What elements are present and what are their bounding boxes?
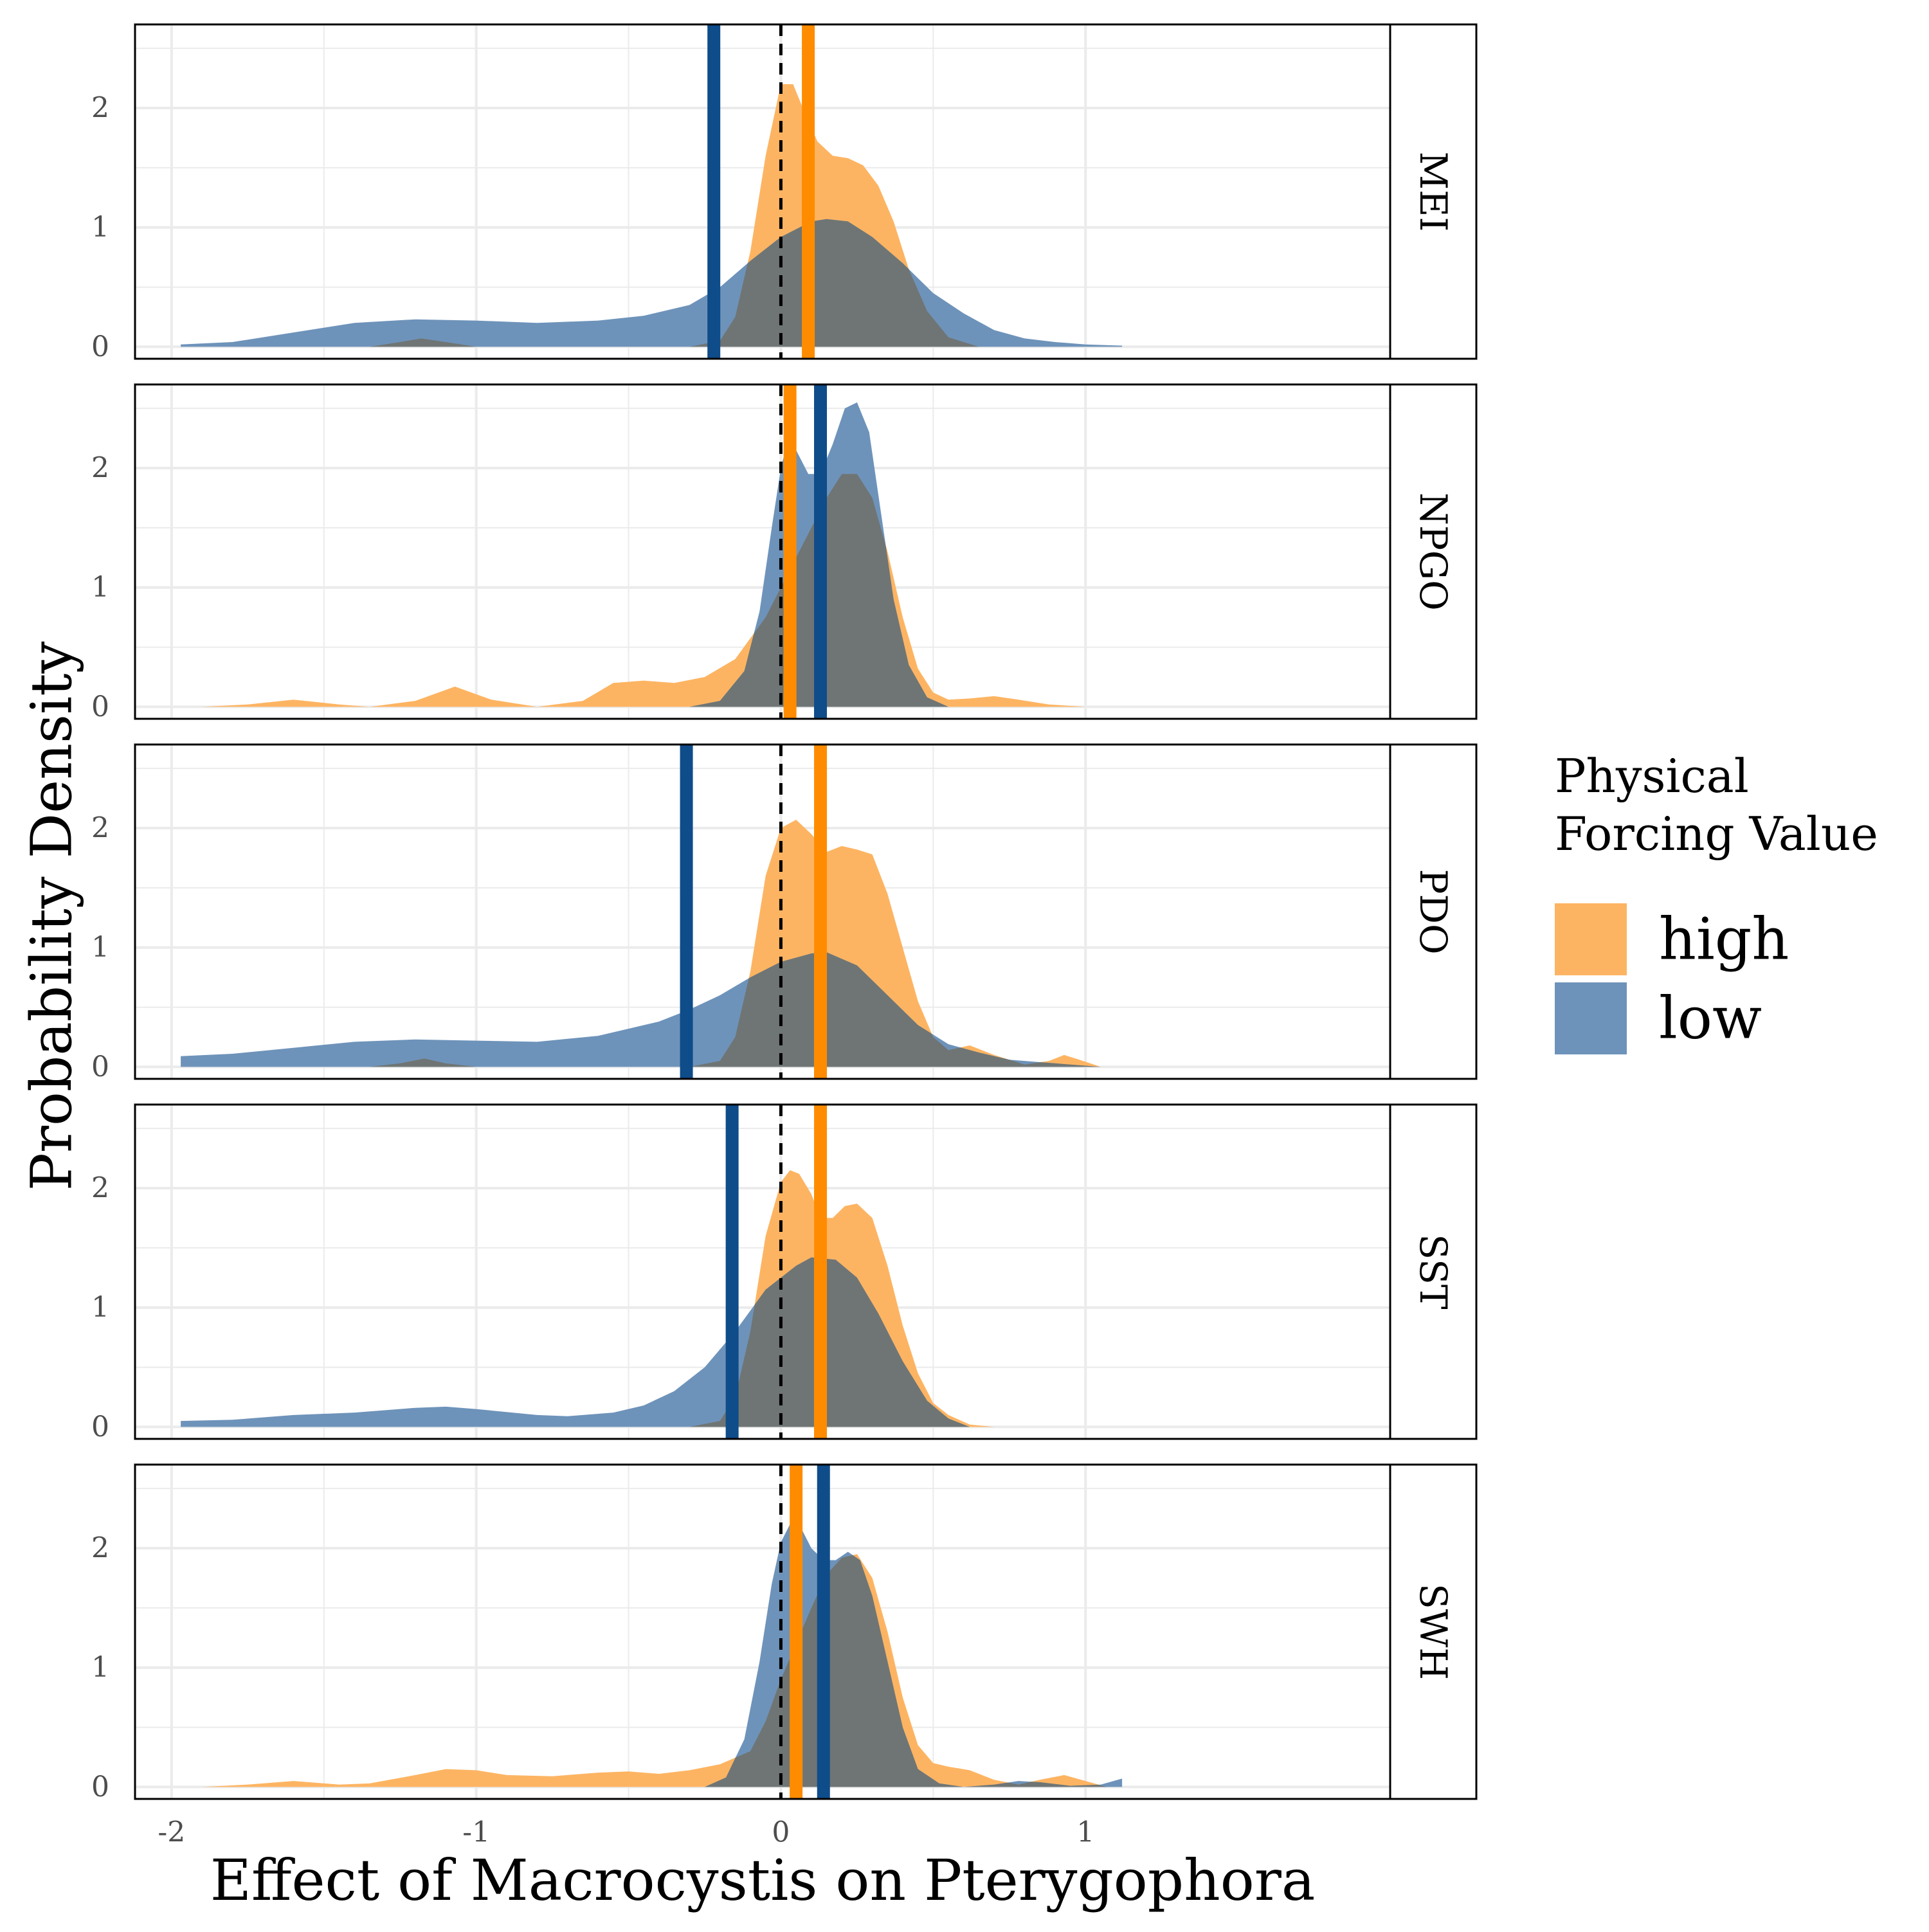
panel-swh: SWH 0 1 2: [91, 1463, 1478, 1803]
y-tick-label: 1: [91, 211, 109, 244]
y-tick-label: 2: [91, 452, 109, 485]
y-tick-label: 0: [91, 1051, 109, 1083]
panel-npgo: NPGO 0 1 2: [91, 383, 1478, 723]
legend-swatch-high: [1555, 903, 1627, 975]
legend-title-line: Physical: [1555, 749, 1749, 803]
panel-mei: MEI 0 1 2: [91, 23, 1478, 363]
density-area-high: [369, 820, 1101, 1067]
x-tick-label: -2: [158, 1816, 185, 1849]
y-tick-label: 2: [91, 812, 109, 845]
y-tick-label: 2: [91, 1532, 109, 1565]
strip-label: SST: [1411, 1234, 1455, 1309]
legend-label-high: high: [1659, 906, 1789, 973]
strip-box: [1389, 383, 1478, 720]
x-tick-label: -1: [462, 1816, 490, 1849]
x-axis-title: Effect of Macrocystis on Pterygophora: [210, 1847, 1316, 1913]
strip-label: SWH: [1411, 1584, 1455, 1680]
density-area-overlap: [369, 952, 1101, 1067]
density-area-overlap: [689, 1257, 970, 1427]
legend-label-low: low: [1659, 985, 1762, 1052]
y-tick-label: 2: [91, 1172, 109, 1205]
y-tick-label: 1: [91, 571, 109, 604]
strip-label: NPGO: [1411, 492, 1455, 611]
y-tick-label: 0: [91, 1771, 109, 1803]
y-tick-label: 1: [91, 931, 109, 964]
y-tick-label: 0: [91, 330, 109, 363]
y-tick-label: 1: [91, 1651, 109, 1684]
x-tick-label: 1: [1076, 1816, 1094, 1849]
panel-sst: SST 0 1 2: [91, 1103, 1478, 1443]
panel-pdo: PDO 0 1 2: [91, 743, 1478, 1083]
y-tick-label: 2: [91, 92, 109, 125]
x-tick-label: 0: [772, 1816, 790, 1849]
legend-title-line: Forcing Value: [1555, 807, 1878, 861]
strip-box: [1389, 1463, 1478, 1800]
strip-box: [1389, 23, 1478, 360]
legend-swatch-low: [1555, 982, 1627, 1054]
strip-box: [1389, 743, 1478, 1080]
y-tick-label: 0: [91, 691, 109, 723]
density-area-overlap: [369, 219, 979, 347]
strip-box: [1389, 1103, 1478, 1440]
y-axis-title: Probability Density: [19, 641, 85, 1191]
strip-label: PDO: [1411, 869, 1455, 954]
y-tick-label: 0: [91, 1411, 109, 1443]
strip-label: MEI: [1411, 152, 1455, 232]
y-tick-label: 1: [91, 1291, 109, 1324]
